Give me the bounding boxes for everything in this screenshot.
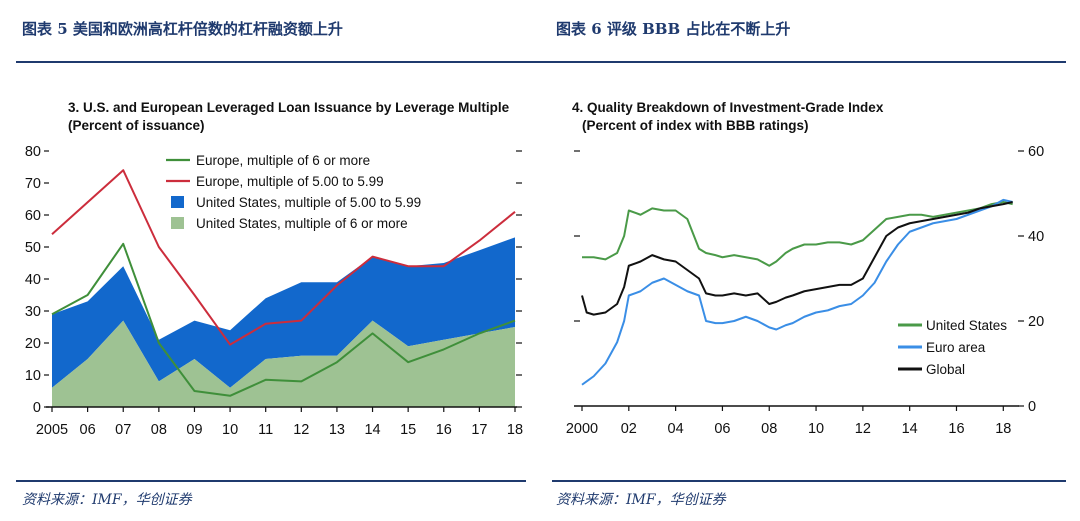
chart-3-xtick-label: 13 — [329, 422, 345, 438]
chart-3-xtick-label: 10 — [222, 422, 238, 438]
chart-4-legend: United States Euro area Global — [898, 318, 1007, 377]
chart-4-ytick-label: 0 — [1028, 399, 1036, 415]
chart-3-legend-swatch — [171, 196, 184, 208]
chart-4-xtick-label: 08 — [761, 421, 777, 437]
figure-6-header: 图表 6 评级 BBB 占比在不断上升 — [556, 20, 791, 38]
chart-4-title: 4. Quality Breakdown of Investment-Grade… — [572, 100, 884, 115]
chart-4-xtick-label: 2000 — [566, 421, 598, 437]
line-united-states — [582, 201, 1013, 267]
area-us-6plus — [52, 320, 515, 407]
chart-4-ytick-label: 20 — [1028, 314, 1044, 330]
chart-3-xtick-label: 14 — [364, 422, 380, 438]
chart-4-xtick-label: 14 — [902, 421, 918, 437]
chart-3-ytick-label: 30 — [25, 304, 41, 320]
chart-3-legend-label: Europe, multiple of 6 or more — [196, 153, 370, 168]
chart-3-legend-label: United States, multiple of 5.00 to 5.99 — [196, 195, 421, 210]
chart-4: 4. Quality Breakdown of Investment-Grade… — [566, 100, 1044, 437]
line-global — [581, 201, 1013, 316]
chart-3-xtick-label: 16 — [436, 422, 452, 438]
chart-3-ytick-label: 40 — [25, 272, 41, 288]
area-us-5to599 — [52, 237, 515, 388]
chart-3-subtitle: (Percent of issuance) — [68, 118, 205, 133]
chart-3-lines — [51, 169, 516, 397]
chart-4-xtick-label: 06 — [714, 421, 730, 437]
chart-3-ytick-label: 70 — [25, 176, 41, 192]
chart-3-title: 3. U.S. and European Leveraged Loan Issu… — [68, 100, 510, 115]
chart-4-legend-label: United States — [926, 318, 1007, 333]
line-europe-5to599 — [51, 169, 516, 346]
chart-3-xtick-label: 15 — [400, 422, 416, 438]
chart-4-xtick-label: 16 — [948, 421, 964, 437]
chart-4-lines — [581, 198, 1013, 386]
chart-4-ytick-label: 40 — [1028, 229, 1044, 245]
line-euro-area — [581, 198, 1013, 386]
chart-3: 3. U.S. and European Leveraged Loan Issu… — [25, 100, 523, 438]
chart-4-ytick-label: 60 — [1028, 144, 1044, 160]
chart-4-axes: 2000 02 04 06 08 10 12 14 16 18 0 20 40 60 — [566, 144, 1044, 437]
chart-3-xtick-label: 11 — [258, 422, 273, 438]
chart-3-ytick-label: 20 — [25, 336, 41, 352]
chart-3-areas — [52, 237, 515, 407]
chart-4-xtick-label: 02 — [621, 421, 637, 437]
chart-3-axes: 0 10 20 30 40 50 60 70 80 2005 06 07 08 09 10 11 12 13 14 1… — [25, 144, 523, 438]
chart-4-legend-label: Global — [926, 362, 965, 377]
chart-3-ytick-label: 50 — [25, 240, 41, 256]
chart-3-ytick-label: 80 — [25, 144, 41, 160]
chart-4-xtick-label: 12 — [855, 421, 871, 437]
chart-3-xtick-label: 06 — [80, 422, 96, 438]
chart-3-xtick-label: 18 — [507, 422, 523, 438]
chart-3-ytick-label: 10 — [25, 368, 41, 384]
chart-3-legend: Europe, multiple of 6 or more Europe, mul… — [166, 153, 421, 231]
chart-4-xtick-label: 04 — [668, 421, 684, 437]
chart-4-legend-label: Euro area — [926, 340, 986, 355]
chart-4-xtick-label: 10 — [808, 421, 824, 437]
chart-3-ytick-label: 60 — [25, 208, 41, 224]
line-europe-6plus — [51, 242, 516, 397]
figure-5-header: 图表 5 美国和欧洲高杠杆倍数的杠杆融资额上升 — [22, 20, 343, 38]
source-note-left: 资料来源：IMF，华创证券 — [22, 492, 192, 508]
chart-3-legend-label: United States, multiple of 6 or more — [196, 216, 408, 231]
chart-3-xtick-label: 2005 — [36, 422, 68, 438]
chart-3-xtick-label: 08 — [151, 422, 167, 438]
chart-3-legend-label: Europe, multiple of 5.00 to 5.99 — [196, 174, 384, 189]
chart-3-xtick-label: 12 — [293, 422, 309, 438]
header-rule — [16, 61, 1066, 63]
chart-3-xtick-label: 17 — [471, 422, 487, 438]
chart-4-xtick-label: 18 — [995, 421, 1011, 437]
chart-3-legend-swatch — [171, 217, 184, 229]
chart-4-subtitle: (Percent of index with BBB ratings) — [582, 118, 809, 133]
chart-3-ytick-label: 0 — [33, 400, 41, 416]
chart-3-xtick-label: 07 — [115, 422, 131, 438]
footer-rule-right — [552, 480, 1066, 482]
footer-rule-left — [16, 480, 526, 482]
source-note-right: 资料来源：IMF，华创证券 — [556, 492, 726, 508]
chart-3-xtick-label: 09 — [186, 422, 202, 438]
